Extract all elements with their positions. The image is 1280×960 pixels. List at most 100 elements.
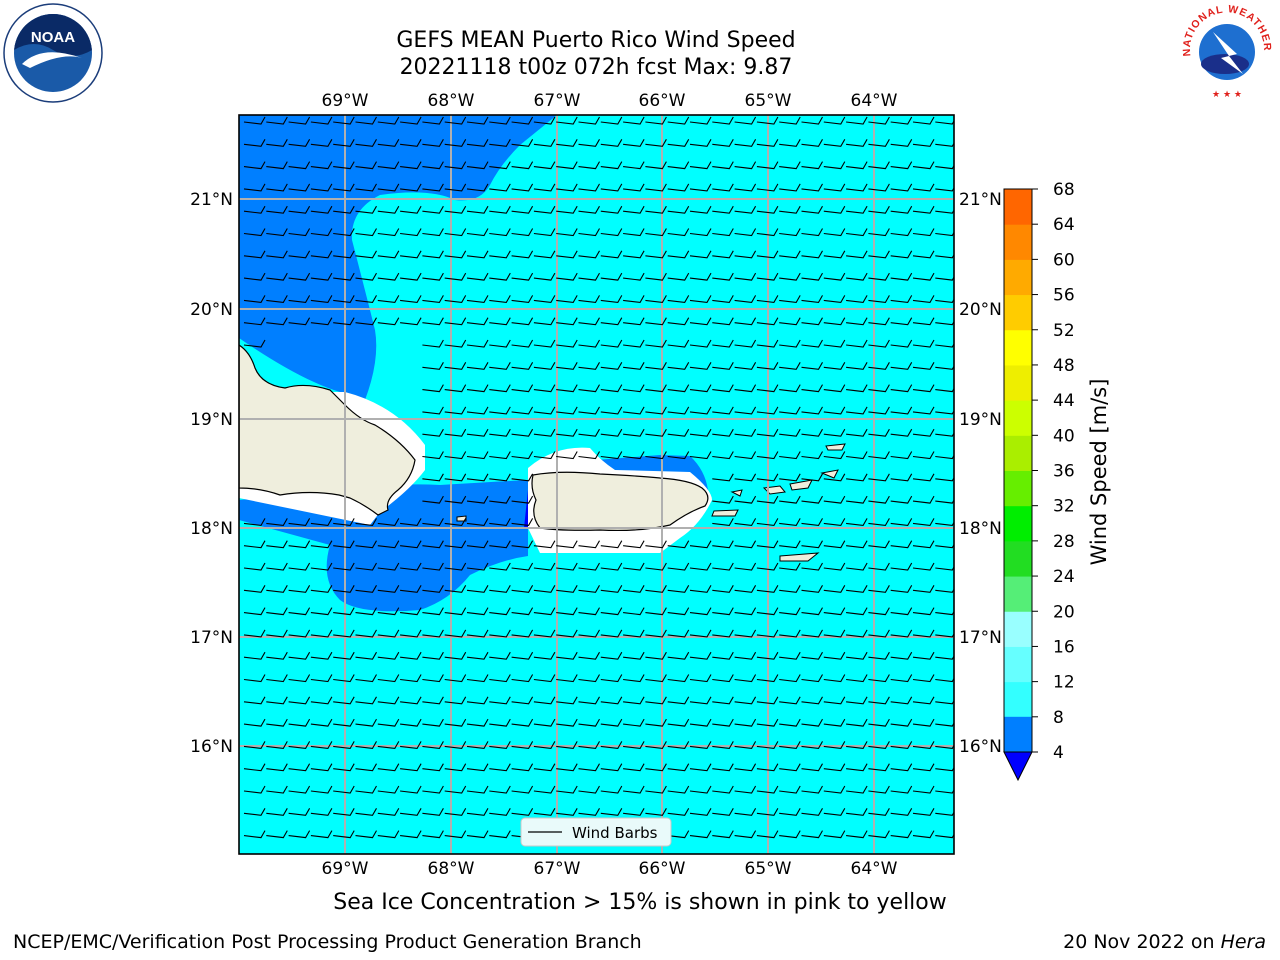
wind-barb bbox=[288, 651, 311, 660]
wind-barb bbox=[935, 276, 954, 281]
wind-barb bbox=[578, 295, 600, 303]
wind-barb bbox=[846, 585, 868, 593]
wind-barb bbox=[400, 228, 422, 237]
wind-barb bbox=[935, 744, 954, 749]
wind-barb bbox=[712, 295, 734, 303]
wind-barb bbox=[377, 272, 400, 281]
wind-barb bbox=[400, 718, 422, 727]
wind-barb bbox=[355, 763, 377, 772]
wind-barb bbox=[533, 183, 556, 192]
wind-barb bbox=[756, 808, 779, 816]
wind-barb bbox=[355, 250, 377, 259]
wind-barb bbox=[266, 272, 288, 281]
wind-barb bbox=[935, 387, 954, 393]
wind-barb bbox=[890, 384, 913, 393]
wind-barb bbox=[355, 139, 377, 147]
wind-barb bbox=[890, 785, 913, 794]
wind-barb bbox=[846, 518, 868, 526]
wind-barb bbox=[600, 428, 623, 437]
wind-barb bbox=[823, 763, 846, 772]
colorbar-swatch bbox=[1004, 400, 1032, 436]
wind-barb bbox=[623, 317, 645, 326]
wind-barb bbox=[890, 317, 913, 326]
wind-barb bbox=[823, 562, 846, 571]
wind-barb bbox=[489, 473, 511, 482]
wind-barb bbox=[935, 365, 954, 370]
chart-subtitle: 20221118 t00z 072h fcst Max: 9.87 bbox=[399, 55, 793, 80]
wind-barb bbox=[310, 696, 333, 705]
wind-barb bbox=[712, 406, 734, 415]
lon-label-top: 69°W bbox=[322, 91, 369, 111]
wind-barb bbox=[935, 788, 954, 794]
wind-barb bbox=[422, 205, 444, 214]
wind-barb bbox=[466, 562, 489, 571]
wind-barb bbox=[734, 585, 757, 593]
wind-barb bbox=[511, 116, 534, 125]
wind-barb bbox=[779, 228, 801, 237]
wind-barb bbox=[645, 161, 667, 170]
legend-label: Wind Barbs bbox=[572, 824, 658, 842]
wind-barb bbox=[712, 428, 734, 437]
wind-barb bbox=[645, 607, 667, 616]
wind-barb bbox=[466, 808, 489, 816]
colorbar-tick-label: 44 bbox=[1053, 391, 1075, 411]
wind-barb bbox=[890, 473, 913, 482]
wind-barb bbox=[734, 562, 757, 571]
wind-barb bbox=[310, 116, 333, 125]
wind-barb bbox=[444, 763, 467, 772]
wind-barb bbox=[333, 718, 355, 727]
wind-barb bbox=[689, 763, 712, 772]
wind-barb bbox=[243, 339, 266, 348]
wind-barb bbox=[801, 228, 823, 237]
wind-barb bbox=[288, 585, 311, 593]
wind-barb bbox=[667, 585, 690, 593]
colorbar-tick-label: 12 bbox=[1053, 673, 1075, 693]
wind-barb bbox=[823, 228, 846, 237]
wind-barb bbox=[310, 808, 333, 816]
lon-label-bottom: 67°W bbox=[534, 859, 581, 879]
wind-barb bbox=[310, 741, 333, 749]
wind-barb bbox=[489, 585, 511, 593]
wind-barb bbox=[756, 718, 779, 727]
wind-barb bbox=[823, 651, 846, 660]
wind-barb bbox=[823, 518, 846, 526]
wind-barb bbox=[935, 833, 954, 839]
gridlines bbox=[239, 115, 954, 854]
wind-barb bbox=[801, 607, 823, 616]
wind-barb bbox=[533, 161, 556, 170]
lon-label-bottom: 66°W bbox=[639, 859, 686, 879]
wind-barb bbox=[712, 250, 734, 259]
wind-barb bbox=[466, 228, 489, 237]
wind-barb bbox=[868, 741, 890, 749]
wind-barb bbox=[489, 518, 511, 526]
wind-barb bbox=[533, 540, 556, 549]
wind-barb bbox=[667, 384, 690, 393]
wind-barb bbox=[890, 540, 913, 549]
wind-barb bbox=[556, 272, 578, 281]
wind-barb bbox=[600, 696, 623, 705]
wind-barb bbox=[489, 696, 511, 705]
wind-barb bbox=[868, 785, 890, 794]
wind-barb bbox=[667, 741, 690, 749]
wind-barb bbox=[823, 785, 846, 794]
colorbar-tick-label: 48 bbox=[1053, 356, 1075, 376]
wind-barb bbox=[801, 205, 823, 214]
wind-barb bbox=[578, 718, 600, 727]
wind-barb bbox=[310, 763, 333, 772]
wind-barb bbox=[578, 808, 600, 816]
wind-barb bbox=[578, 585, 600, 593]
wind-barb bbox=[556, 562, 578, 571]
wind-barb bbox=[533, 272, 556, 281]
wind-barb bbox=[734, 808, 757, 816]
wind-barb bbox=[734, 339, 757, 348]
wind-barb bbox=[890, 696, 913, 705]
wind-barb bbox=[355, 718, 377, 727]
wind-barb bbox=[912, 495, 935, 504]
wind-barb bbox=[422, 629, 444, 638]
wind-barb bbox=[422, 607, 444, 616]
wind-barb bbox=[400, 585, 422, 593]
wind-barb bbox=[846, 250, 868, 259]
wind-barb bbox=[288, 205, 311, 214]
wind-barb bbox=[266, 205, 288, 214]
wind-barb bbox=[935, 610, 954, 616]
